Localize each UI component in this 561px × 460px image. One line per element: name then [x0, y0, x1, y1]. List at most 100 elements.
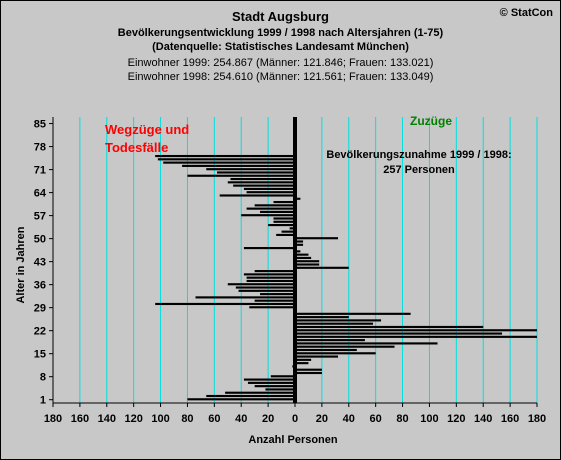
bar: [182, 164, 295, 167]
bar: [295, 368, 322, 371]
y-tick-label: 50: [34, 234, 46, 246]
x-tick-label: 120: [124, 413, 142, 425]
bar: [219, 194, 295, 197]
x-tick-label: 140: [474, 413, 492, 425]
x-tick-label: 80: [181, 413, 193, 425]
x-tick-labels: 180 160 140 120 100 80 60 40 20 0 20 40 60 80 100 120 14…: [44, 403, 546, 425]
bar: [295, 256, 312, 260]
bar: [295, 339, 365, 342]
bar: [246, 279, 295, 283]
bar: [273, 220, 295, 223]
x-tick-label: 100: [151, 413, 169, 425]
bar: [227, 181, 295, 184]
bar: [157, 158, 295, 161]
bar: [295, 243, 304, 246]
bar: [295, 345, 395, 348]
bar: [235, 286, 295, 289]
summary-annotation: Bevölkerungszunahme 1999 / 1998: 257 Pers…: [326, 149, 511, 176]
bar: [295, 260, 320, 263]
bar: [254, 204, 295, 207]
bar-series: [155, 154, 537, 401]
y-tick-label: 85: [34, 119, 46, 131]
bar: [155, 154, 295, 158]
bar: [289, 227, 295, 230]
chart-title: Stadt Augsburg: [231, 9, 329, 24]
x-tick-label: 100: [420, 413, 438, 425]
data-source: (Datenquelle: Statistisches Landesamt Mü…: [152, 41, 409, 53]
y-tick-label: 8: [40, 372, 46, 384]
bar: [295, 263, 320, 266]
bar: [295, 332, 503, 335]
x-tick-label: 60: [370, 413, 382, 425]
y-tick-label: 1: [40, 395, 46, 407]
x-tick-label: 40: [343, 413, 355, 425]
bar: [273, 217, 295, 220]
bar: [254, 299, 295, 302]
bar: [281, 230, 295, 233]
bar: [295, 352, 376, 355]
bar: [295, 358, 312, 361]
y-tick-label: 36: [34, 280, 46, 292]
x-tick-label: 60: [208, 413, 220, 425]
x-tick-label: 80: [396, 413, 408, 425]
bar: [155, 302, 295, 306]
x-tick-label: 0: [292, 413, 298, 425]
x-tick-label: 20: [262, 413, 274, 425]
x-axis-label: Anzahl Personen: [248, 434, 338, 446]
bar: [187, 398, 295, 401]
x-tick-label: 180: [528, 413, 546, 425]
x-tick-label: 20: [316, 413, 328, 425]
bar: [243, 378, 295, 381]
y-tick-label: 29: [34, 303, 46, 315]
bar: [295, 342, 438, 345]
x-tick-label: 40: [235, 413, 247, 425]
bar: [243, 187, 295, 190]
y-tick-label: 78: [34, 142, 46, 154]
bar: [273, 200, 295, 204]
bar: [295, 316, 349, 319]
bar: [295, 362, 309, 365]
bar: [295, 348, 357, 352]
bar: [225, 391, 295, 394]
bar: [238, 289, 295, 292]
bar: [295, 329, 537, 332]
bar: [217, 171, 295, 174]
y-axis-label: Alter in Jahren: [15, 226, 27, 303]
bar: [243, 273, 295, 276]
bar: [241, 214, 295, 217]
bar: [247, 381, 295, 384]
bar: [295, 325, 484, 329]
bar: [276, 233, 295, 237]
bar: [295, 319, 382, 322]
bar: [295, 266, 349, 269]
x-tick-label: 160: [501, 413, 519, 425]
bar: [295, 312, 411, 315]
bar: [246, 276, 295, 279]
y-tick-label: 64: [34, 188, 47, 200]
bar: [295, 335, 537, 338]
bar: [246, 191, 295, 194]
x-tick-label: 180: [44, 413, 62, 425]
bar: [254, 385, 295, 388]
bar: [163, 161, 295, 164]
left-annotation: Wegzüge und Todesfälle: [105, 122, 189, 155]
bar: [249, 306, 295, 309]
bar: [265, 388, 295, 391]
grid-lines: [52, 117, 538, 403]
bar: [243, 247, 295, 250]
x-tick-label: 140: [98, 413, 116, 425]
bar: [295, 250, 301, 253]
x-tick-label: 160: [71, 413, 89, 425]
bar: [260, 210, 295, 213]
right-annotation: Zuzüge: [410, 114, 452, 128]
bar: [195, 296, 295, 299]
chart-subtitle: Bevölkerungsentwicklung 1999 / 1998 nach…: [117, 27, 444, 39]
y-tick-label: 43: [34, 257, 46, 269]
y-tick-label: 22: [34, 326, 46, 338]
population-1998: Einwohner 1998: 254.610 (Männer: 121.561…: [127, 71, 434, 83]
bar: [233, 184, 295, 187]
bar: [206, 168, 295, 171]
bar: [295, 237, 339, 240]
y-tick-labels: 1 8 15 22 29 36 43 50 57 64 71 78 85: [34, 119, 53, 407]
